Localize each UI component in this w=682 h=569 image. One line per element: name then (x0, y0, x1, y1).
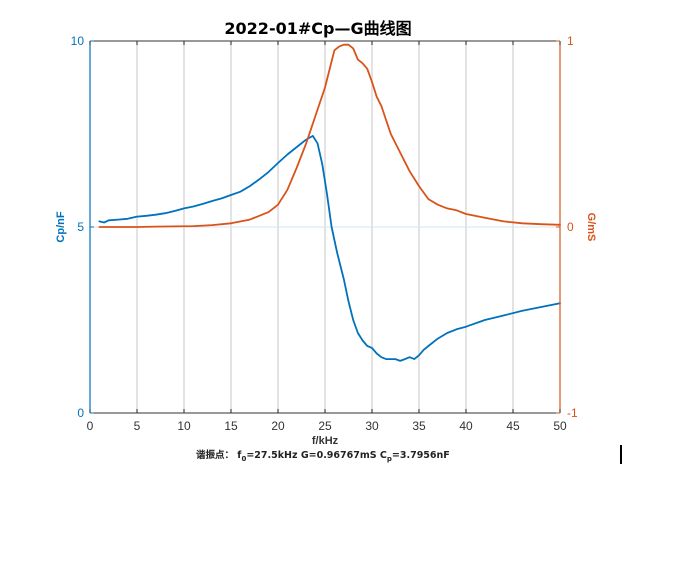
x-tick-label: 30 (365, 419, 379, 433)
x-tick-label: 0 (87, 419, 94, 433)
annotation-sub-f0: 0 (241, 455, 246, 463)
annotation-middle: =27.5kHz G=0.96767mS C (246, 450, 387, 461)
right-axis-label: G/mS (585, 213, 597, 242)
x-tick-label: 40 (459, 419, 473, 433)
x-tick-label: 45 (506, 419, 520, 433)
chart-title: 2022-01#Cp—G曲线图 (224, 19, 411, 38)
series-layer (98, 43, 561, 362)
right-tick-label: 1 (567, 34, 574, 48)
x-tick-label: 10 (177, 419, 191, 433)
x-tick-label: 15 (224, 419, 238, 433)
right-tick-label: -1 (567, 406, 578, 420)
left-tick-label: 0 (77, 406, 84, 420)
x-tick-label: 5 (134, 419, 141, 433)
left-tick-label: 10 (71, 34, 85, 48)
x-axis-ticks: 0 5 10 15 20 25 30 35 40 45 50 (87, 41, 567, 433)
right-axis-ticks: -1 0 1 (556, 34, 578, 420)
annotation-sub-cp: p (387, 455, 392, 463)
text-cursor (620, 445, 622, 464)
x-tick-label: 20 (271, 419, 285, 433)
left-tick-label: 5 (77, 220, 84, 234)
resonance-annotation: 谐振点： f0=27.5kHz G=0.96767mS Cp=3.7956nF (196, 449, 450, 463)
x-tick-label: 50 (553, 419, 567, 433)
left-axis-label: Cp/nF (55, 211, 67, 242)
x-axis-label: f/kHz (312, 435, 339, 447)
series-line-g (98, 43, 561, 228)
x-tick-label: 25 (318, 419, 332, 433)
x-tick-label: 35 (412, 419, 426, 433)
right-tick-label: 0 (567, 220, 574, 234)
series-line-cp (98, 134, 561, 362)
left-axis-ticks: 0 5 10 (71, 34, 94, 420)
annotation-prefix: 谐振点： f (196, 449, 242, 461)
annotation-suffix: =3.7956nF (392, 450, 450, 461)
